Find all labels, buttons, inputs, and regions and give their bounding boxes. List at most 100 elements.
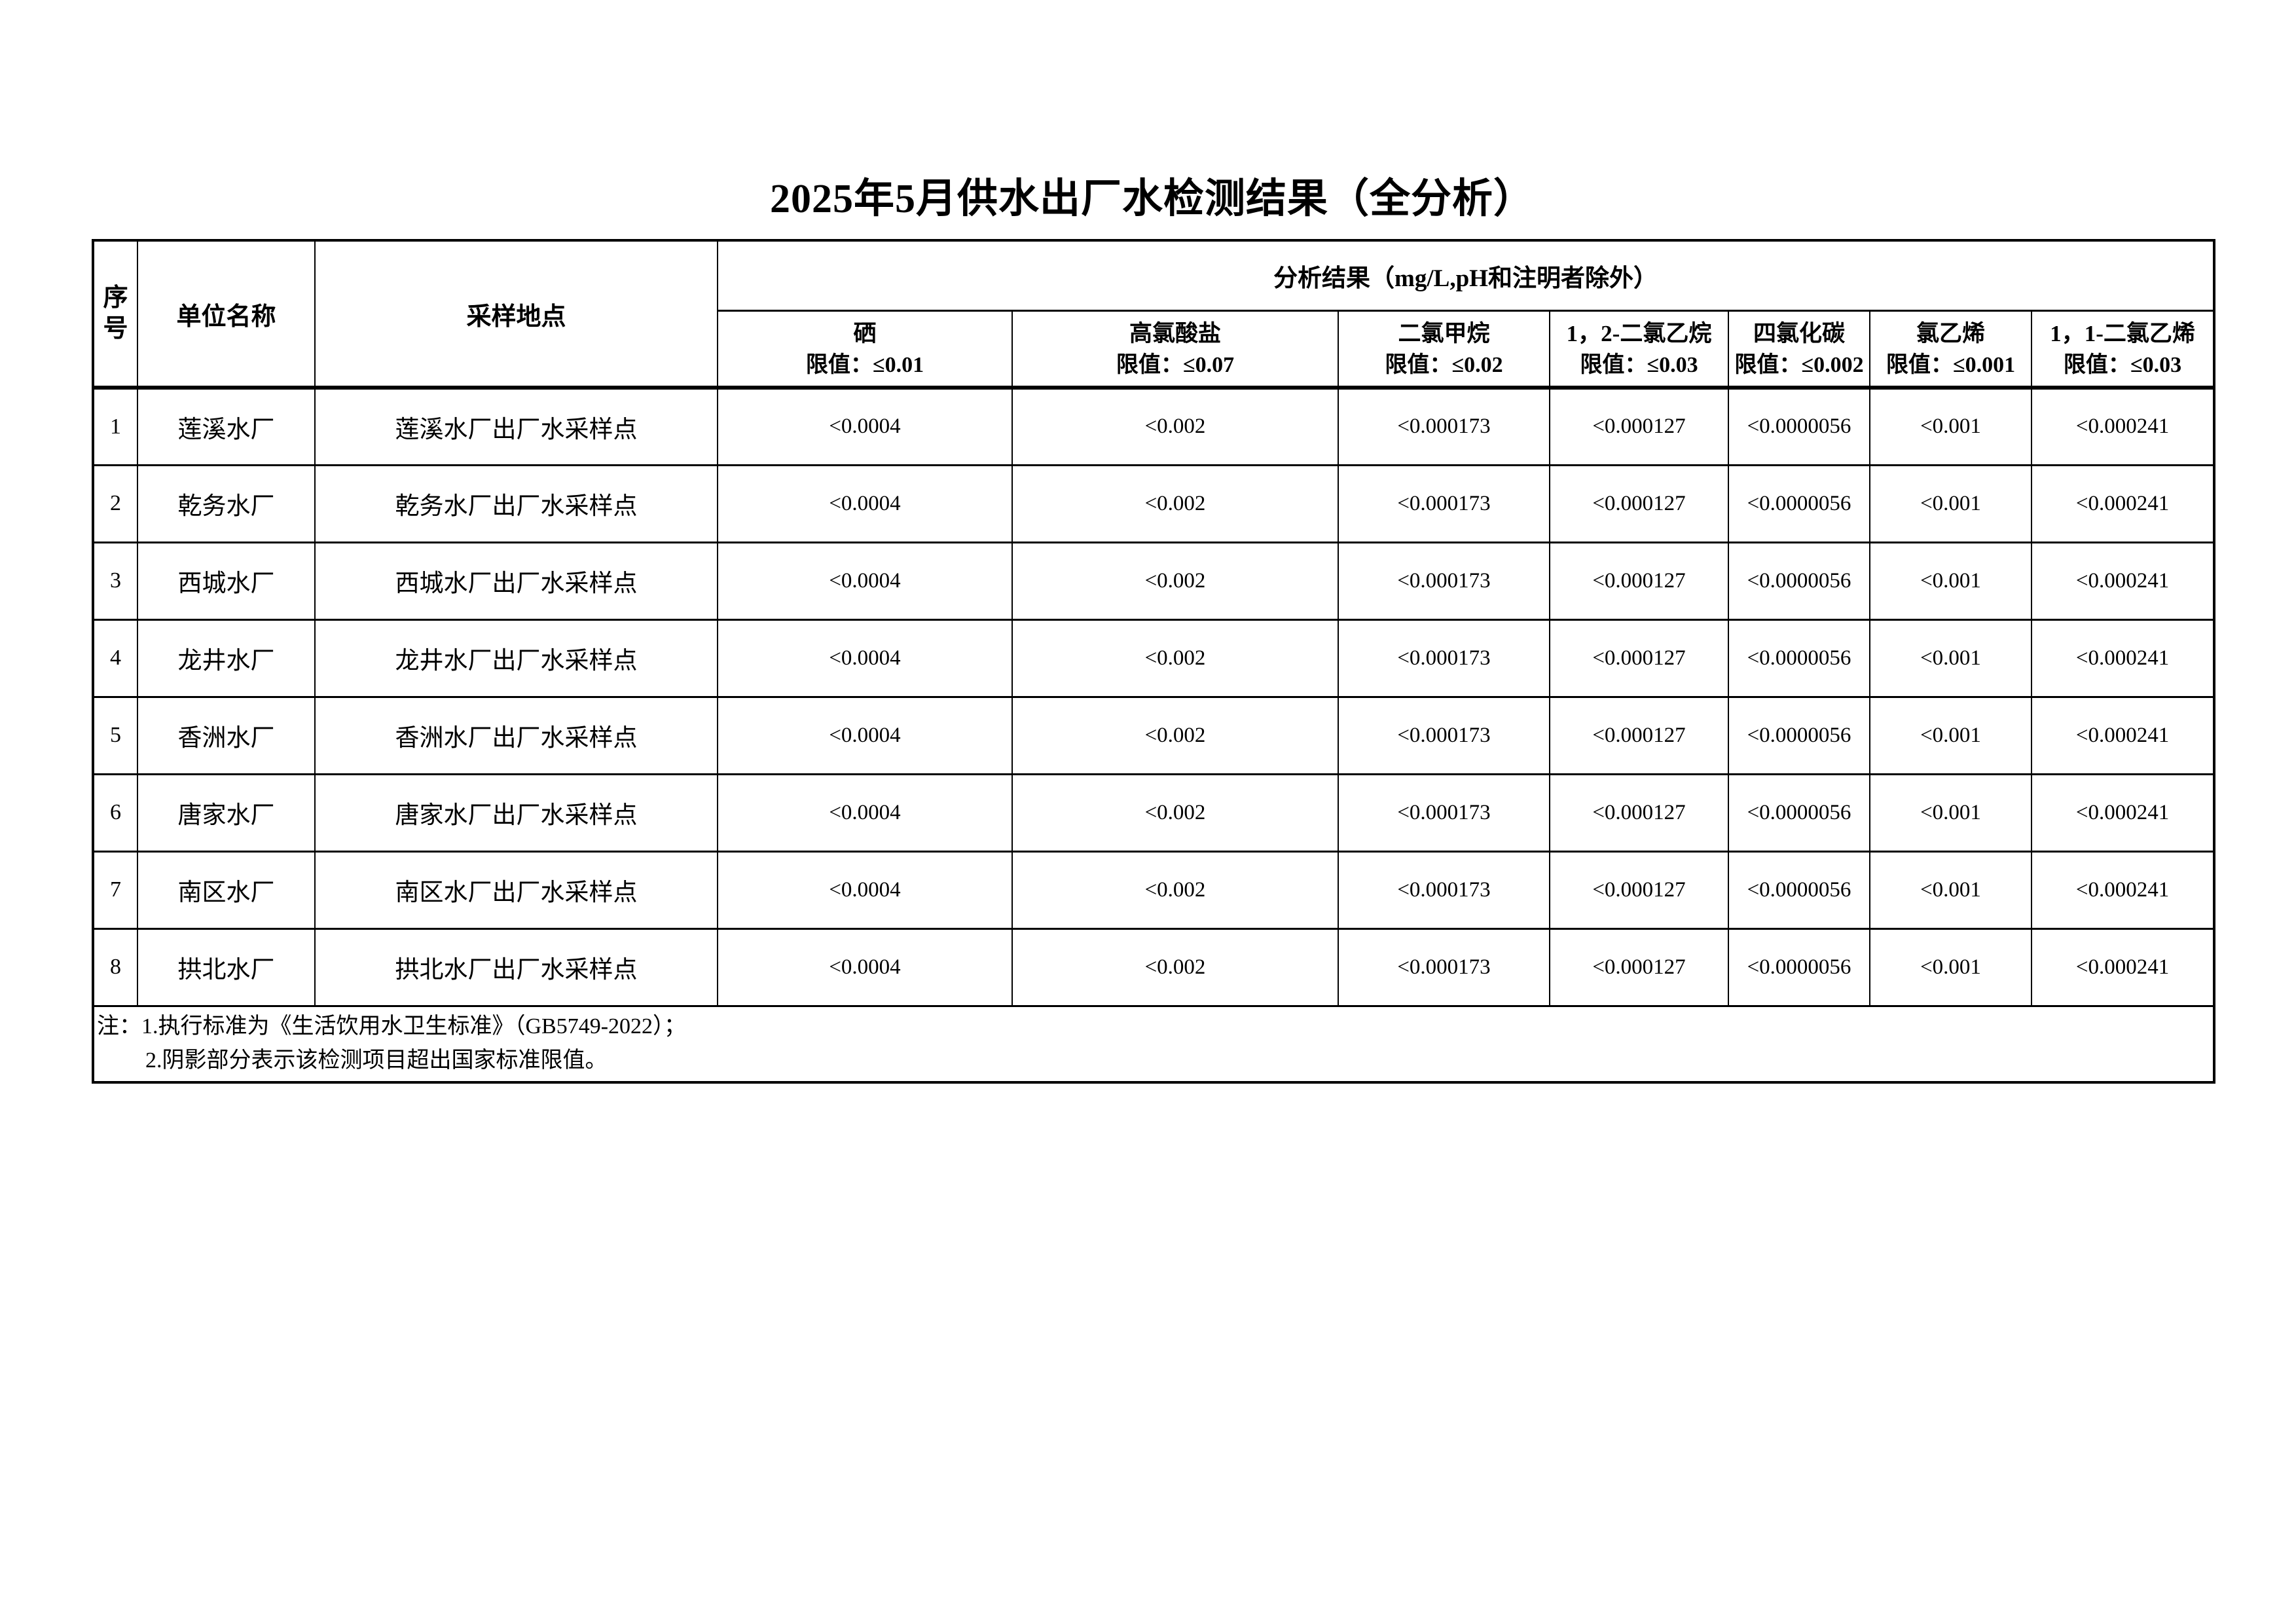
analyte-name: 1，2-二氯乙烷 <box>1566 320 1712 346</box>
result-value: <0.000127 <box>1549 386 1729 466</box>
analyte-limit: 限值：≤0.03 <box>1580 352 1698 377</box>
column-header-analyte-perchlorate: 高氯酸盐 限值：≤0.07 <box>1011 309 1339 390</box>
sampling-location: 拱北水厂出厂水采样点 <box>314 927 718 1007</box>
sampling-location: 西城水厂出厂水采样点 <box>314 541 718 621</box>
row-index: 7 <box>92 850 138 930</box>
result-value: <0.002 <box>1011 541 1339 621</box>
page-title: 2025年5月供水出厂水检测结果（全分析） <box>769 177 1535 221</box>
table-body: 1 莲溪水厂 莲溪水厂出厂水采样点 <0.0004 <0.002 <0.000173… <box>92 386 2215 1007</box>
result-value: <0.0004 <box>717 464 1013 543</box>
unit-name: 香洲水厂 <box>137 695 316 775</box>
result-value: <0.0004 <box>717 541 1013 621</box>
result-value: <0.000127 <box>1549 773 1729 853</box>
result-value: <0.0000056 <box>1728 464 1870 543</box>
result-value: <0.000241 <box>2030 850 2215 930</box>
analyte-limit: 限值：≤0.07 <box>1116 352 1235 377</box>
unit-name: 拱北水厂 <box>137 927 316 1007</box>
result-value: <0.000241 <box>2030 386 2215 466</box>
row-index: 6 <box>92 773 138 853</box>
row-index: 3 <box>92 541 138 621</box>
result-value: <0.002 <box>1011 773 1339 853</box>
analyte-name: 四氯化碳 <box>1753 320 1845 346</box>
analyte-limit: 限值：≤0.02 <box>1385 352 1503 377</box>
sampling-location: 香洲水厂出厂水采样点 <box>314 695 718 775</box>
result-value: <0.001 <box>1869 927 2032 1007</box>
unit-name: 莲溪水厂 <box>137 386 316 466</box>
result-value: <0.0004 <box>717 386 1013 466</box>
column-header-index: 序号 <box>92 239 138 390</box>
result-value: <0.002 <box>1011 386 1339 466</box>
sampling-location: 莲溪水厂出厂水采样点 <box>314 386 718 466</box>
result-value: <0.000173 <box>1338 773 1550 853</box>
result-value: <0.000173 <box>1338 541 1550 621</box>
sampling-location: 南区水厂出厂水采样点 <box>314 850 718 930</box>
result-value: <0.000127 <box>1549 850 1729 930</box>
result-value: <0.0000056 <box>1728 850 1870 930</box>
result-value: <0.002 <box>1011 927 1339 1007</box>
result-value: <0.000127 <box>1549 695 1729 775</box>
result-value: <0.000173 <box>1338 695 1550 775</box>
column-header-results-group: 分析结果（mg/L,pH和注明者除外） <box>716 239 2215 312</box>
note-standard: 注：1.执行标准为《生活饮用水卫生标准》（GB5749-2022）； <box>97 1014 687 1038</box>
unit-name: 西城水厂 <box>137 541 316 621</box>
row-index: 8 <box>92 927 138 1007</box>
row-index: 5 <box>92 695 138 775</box>
header-group-row: 序号 单位名称 采样地点 分析结果（mg/L,pH和注明者除外） <box>92 239 2215 390</box>
column-header-analyte-se: 硒 限值：≤0.01 <box>717 309 1013 390</box>
result-value: <0.000241 <box>2030 464 2215 543</box>
table-row: 5 香洲水厂 香洲水厂出厂水采样点 <0.0004 <0.002 <0.000173… <box>92 695 2215 775</box>
result-value: <0.0000056 <box>1728 541 1870 621</box>
analyte-name: 高氯酸盐 <box>1129 320 1221 346</box>
table-row: 1 莲溪水厂 莲溪水厂出厂水采样点 <0.0004 <0.002 <0.000173… <box>92 386 2215 466</box>
result-value: <0.001 <box>1869 850 2032 930</box>
result-value: <0.0000056 <box>1728 386 1870 466</box>
analyte-limit: 限值：≤0.001 <box>1886 352 2016 377</box>
result-value: <0.0004 <box>717 927 1013 1007</box>
result-value: <0.001 <box>1869 464 2032 543</box>
result-value: <0.000173 <box>1338 618 1550 698</box>
sampling-location: 龙井水厂出厂水采样点 <box>314 618 718 698</box>
analyte-name: 硒 <box>853 320 877 346</box>
result-value: <0.000127 <box>1549 618 1729 698</box>
result-value: <0.001 <box>1869 695 2032 775</box>
analyte-limit: 限值：≤0.01 <box>805 352 924 377</box>
table-row: 8 拱北水厂 拱北水厂出厂水采样点 <0.0004 <0.002 <0.000173… <box>92 927 2215 1007</box>
result-value: <0.0004 <box>717 850 1013 930</box>
result-value: <0.001 <box>1869 618 2032 698</box>
row-index: 4 <box>92 618 138 698</box>
table-row: 2 乾务水厂 乾务水厂出厂水采样点 <0.0004 <0.002 <0.000173… <box>92 464 2215 543</box>
header-analytes-row: 硒 限值：≤0.01 高氯酸盐 限值：≤0.07 二氯甲烷 限值：≤0.02 1… <box>93 309 2215 390</box>
analyte-name: 氯乙烯 <box>1916 320 1985 346</box>
analyte-name: 1，1-二氯乙烯 <box>2050 320 2195 346</box>
result-value: <0.000241 <box>2030 541 2215 621</box>
result-value: <0.000241 <box>2030 927 2215 1007</box>
notes-row: 注：1.执行标准为《生活饮用水卫生标准》（GB5749-2022）； 2.阴影部… <box>92 1004 2215 1084</box>
unit-name: 龙井水厂 <box>137 618 316 698</box>
sampling-location: 唐家水厂出厂水采样点 <box>314 773 718 853</box>
result-value: <0.000241 <box>2030 695 2215 775</box>
result-value: <0.000173 <box>1338 850 1550 930</box>
result-value: <0.001 <box>1869 386 2032 466</box>
result-value: <0.0000056 <box>1728 618 1870 698</box>
table-header: 序号 单位名称 采样地点 分析结果（mg/L,pH和注明者除外） 硒 限值：≤0… <box>92 239 2215 390</box>
result-value: <0.0000056 <box>1728 773 1870 853</box>
result-value: <0.002 <box>1011 695 1339 775</box>
table-row: 3 西城水厂 西城水厂出厂水采样点 <0.0004 <0.002 <0.000173… <box>92 541 2215 621</box>
notes-cell: 注：1.执行标准为《生活饮用水卫生标准》（GB5749-2022）； 2.阴影部… <box>92 1004 2215 1084</box>
column-header-analyte-11-dichloroethylene: 1，1-二氯乙烯 限值：≤0.03 <box>2030 309 2215 390</box>
table-row: 4 龙井水厂 龙井水厂出厂水采样点 <0.0004 <0.002 <0.000173… <box>92 618 2215 698</box>
sampling-location: 乾务水厂出厂水采样点 <box>314 464 718 543</box>
result-value: <0.000241 <box>2030 618 2215 698</box>
results-table: 序号 单位名称 采样地点 分析结果（mg/L,pH和注明者除外） 硒 限值：≤0… <box>92 239 2216 1084</box>
result-value: <0.0000056 <box>1728 695 1870 775</box>
result-value: <0.000241 <box>2030 773 2215 853</box>
result-value: <0.000173 <box>1338 927 1550 1007</box>
analyte-name: 二氯甲烷 <box>1398 320 1490 346</box>
column-header-analyte-dichloromethane: 二氯甲烷 限值：≤0.02 <box>1338 309 1550 390</box>
result-value: <0.000127 <box>1549 927 1729 1007</box>
unit-name: 唐家水厂 <box>137 773 316 853</box>
analyte-limit: 限值：≤0.03 <box>2063 352 2182 377</box>
result-value: <0.0004 <box>717 773 1013 853</box>
result-value: <0.000127 <box>1549 464 1729 543</box>
